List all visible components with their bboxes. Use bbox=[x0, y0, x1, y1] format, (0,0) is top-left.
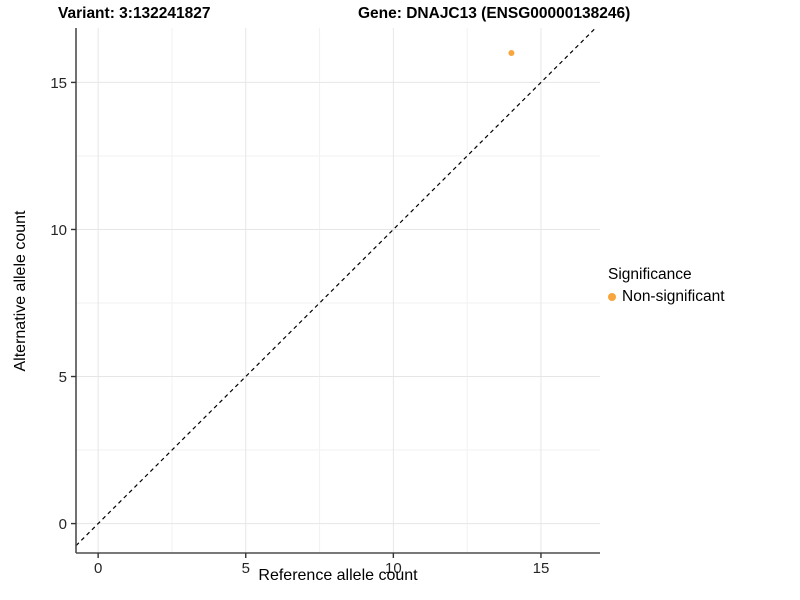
identity-line bbox=[75, 27, 596, 547]
y-tick-label: 10 bbox=[50, 222, 67, 239]
y-tick-label: 0 bbox=[59, 516, 67, 533]
x-axis-label: Reference allele count bbox=[258, 567, 418, 584]
legend-title: Significance bbox=[608, 266, 692, 283]
y-tick-label: 15 bbox=[50, 75, 67, 92]
gene-title: Gene: DNAJC13 (ENSG00000138246) bbox=[358, 5, 631, 22]
x-tick-label: 15 bbox=[533, 560, 550, 577]
legend-item-label: Non-significant bbox=[622, 288, 725, 305]
legend-item-non-significant: Non-significant bbox=[608, 288, 725, 306]
legend: Significance Non-significant bbox=[608, 266, 725, 306]
legend-point-icon bbox=[608, 293, 616, 301]
data-point bbox=[508, 50, 515, 56]
x-tick-label: 0 bbox=[94, 560, 102, 577]
x-tick-label: 10 bbox=[385, 560, 402, 577]
y-tick-label: 5 bbox=[59, 369, 67, 386]
y-axis-label: Alternative allele count bbox=[12, 210, 29, 372]
variant-title: Variant: 3:132241827 bbox=[58, 5, 211, 22]
x-tick-label: 5 bbox=[242, 560, 250, 577]
